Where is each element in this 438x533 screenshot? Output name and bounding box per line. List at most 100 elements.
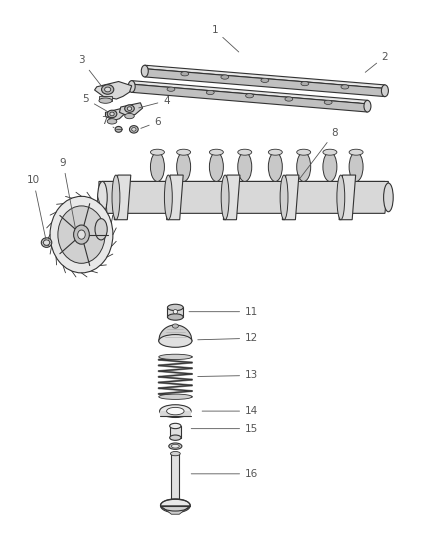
Ellipse shape xyxy=(159,394,192,399)
Polygon shape xyxy=(120,103,143,116)
Ellipse shape xyxy=(181,71,189,76)
Ellipse shape xyxy=(297,149,311,155)
Ellipse shape xyxy=(58,206,105,263)
Ellipse shape xyxy=(324,100,332,104)
Ellipse shape xyxy=(173,310,177,314)
Ellipse shape xyxy=(41,238,52,247)
Ellipse shape xyxy=(221,175,229,220)
Text: 13: 13 xyxy=(198,370,258,381)
Ellipse shape xyxy=(384,183,393,212)
Ellipse shape xyxy=(172,324,178,328)
Text: 4: 4 xyxy=(139,95,170,108)
Text: 9: 9 xyxy=(60,158,75,228)
Ellipse shape xyxy=(107,119,117,124)
Ellipse shape xyxy=(98,181,107,213)
Ellipse shape xyxy=(169,443,182,449)
Ellipse shape xyxy=(364,100,371,112)
Ellipse shape xyxy=(110,112,114,116)
Ellipse shape xyxy=(206,90,214,94)
Text: 8: 8 xyxy=(299,127,338,179)
Ellipse shape xyxy=(127,107,132,110)
Ellipse shape xyxy=(130,126,138,133)
Text: 12: 12 xyxy=(198,333,258,343)
Ellipse shape xyxy=(337,175,345,220)
Polygon shape xyxy=(171,454,179,504)
Polygon shape xyxy=(145,69,385,96)
Text: 2: 2 xyxy=(365,52,388,72)
Ellipse shape xyxy=(102,85,114,94)
Polygon shape xyxy=(114,175,131,220)
Ellipse shape xyxy=(167,87,175,91)
Polygon shape xyxy=(167,308,183,317)
Polygon shape xyxy=(223,175,240,220)
Ellipse shape xyxy=(341,85,349,89)
Ellipse shape xyxy=(261,78,269,83)
Ellipse shape xyxy=(159,354,192,360)
Ellipse shape xyxy=(115,126,122,132)
Ellipse shape xyxy=(74,225,89,244)
Ellipse shape xyxy=(268,149,283,155)
Polygon shape xyxy=(159,411,191,416)
Text: 7: 7 xyxy=(101,116,114,128)
Ellipse shape xyxy=(125,114,134,119)
Text: 1: 1 xyxy=(211,25,239,52)
Ellipse shape xyxy=(170,435,181,440)
Ellipse shape xyxy=(50,196,113,273)
Ellipse shape xyxy=(301,82,309,86)
Ellipse shape xyxy=(107,110,117,118)
Ellipse shape xyxy=(268,152,283,181)
Text: 3: 3 xyxy=(78,55,102,86)
Ellipse shape xyxy=(238,152,252,181)
Polygon shape xyxy=(132,80,367,104)
Polygon shape xyxy=(170,426,181,438)
Ellipse shape xyxy=(349,149,363,155)
Ellipse shape xyxy=(209,149,223,155)
Ellipse shape xyxy=(125,105,134,112)
Polygon shape xyxy=(132,84,367,112)
Ellipse shape xyxy=(238,149,252,155)
Ellipse shape xyxy=(170,451,180,456)
Text: 11: 11 xyxy=(189,306,258,317)
Ellipse shape xyxy=(209,152,223,181)
Ellipse shape xyxy=(112,175,120,220)
Ellipse shape xyxy=(323,149,337,155)
Polygon shape xyxy=(106,108,125,120)
Ellipse shape xyxy=(221,75,229,79)
Ellipse shape xyxy=(150,152,164,181)
Text: 5: 5 xyxy=(82,94,106,111)
Ellipse shape xyxy=(177,149,191,155)
Ellipse shape xyxy=(170,423,181,429)
Ellipse shape xyxy=(105,87,111,92)
Ellipse shape xyxy=(132,127,136,131)
Text: 6: 6 xyxy=(141,117,161,128)
Polygon shape xyxy=(145,65,385,88)
Ellipse shape xyxy=(167,314,183,320)
Ellipse shape xyxy=(160,499,190,513)
Polygon shape xyxy=(99,181,389,213)
Ellipse shape xyxy=(323,152,337,181)
Ellipse shape xyxy=(141,65,148,77)
Ellipse shape xyxy=(177,152,191,181)
Text: 15: 15 xyxy=(191,424,258,434)
Ellipse shape xyxy=(246,94,254,98)
Polygon shape xyxy=(99,181,385,213)
Polygon shape xyxy=(339,175,356,220)
Ellipse shape xyxy=(99,98,112,103)
Text: 14: 14 xyxy=(202,406,258,416)
Ellipse shape xyxy=(280,175,288,220)
Ellipse shape xyxy=(164,175,172,220)
Ellipse shape xyxy=(166,407,184,415)
Ellipse shape xyxy=(43,240,49,245)
Ellipse shape xyxy=(95,219,107,240)
Text: 10: 10 xyxy=(27,175,46,240)
Polygon shape xyxy=(160,506,190,514)
Ellipse shape xyxy=(171,445,179,448)
Ellipse shape xyxy=(159,405,191,417)
Ellipse shape xyxy=(285,97,293,101)
Polygon shape xyxy=(95,82,132,99)
Ellipse shape xyxy=(78,230,85,239)
Ellipse shape xyxy=(128,80,135,92)
Polygon shape xyxy=(283,175,299,220)
Polygon shape xyxy=(166,175,183,220)
Ellipse shape xyxy=(159,335,192,348)
